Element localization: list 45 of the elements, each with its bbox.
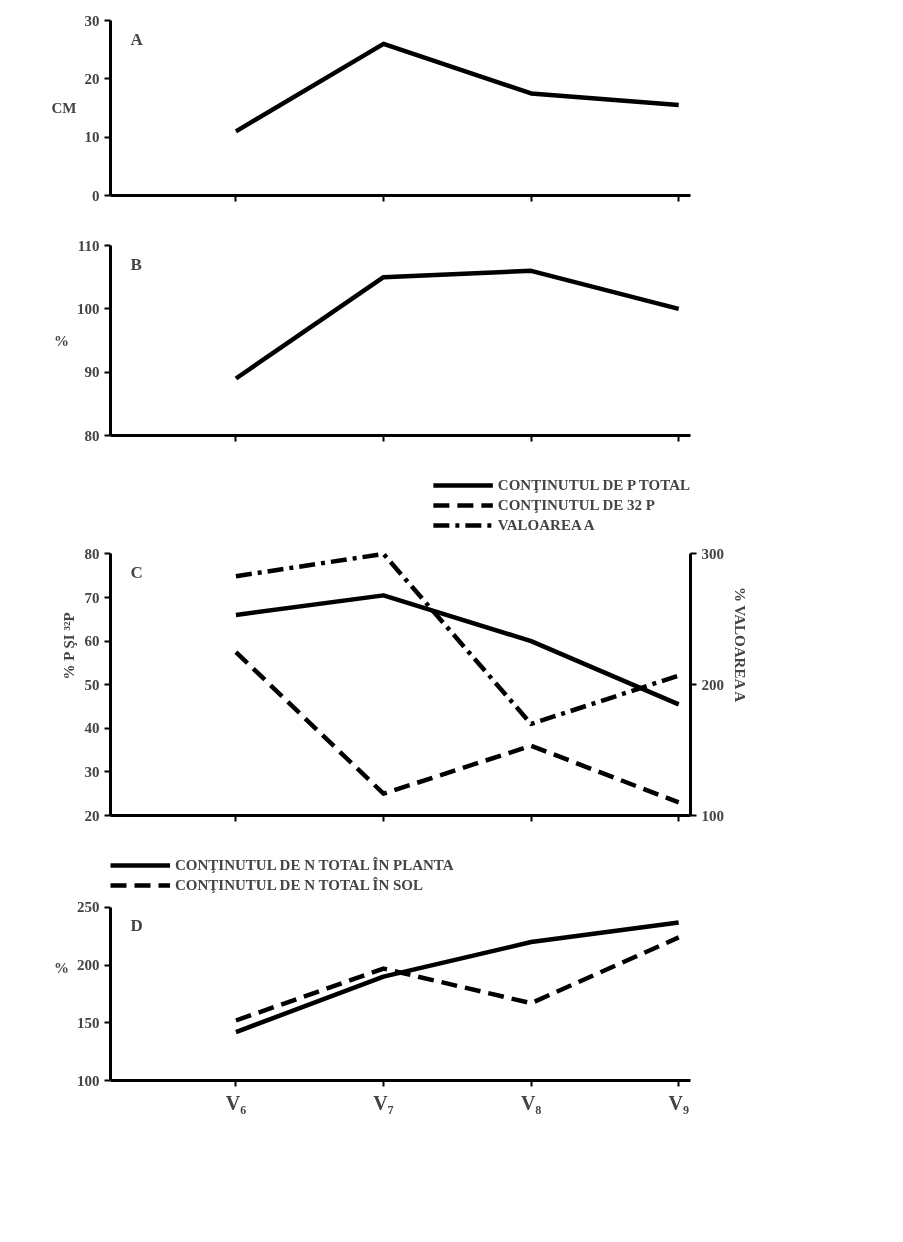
y-tick-label: 250	[77, 899, 100, 916]
legend-label: CONŢINUTUL DE N TOTAL ÎN PLANTA	[175, 856, 454, 874]
y-tick-label: 100	[77, 1072, 100, 1089]
y2-axis-title: % VALOAREA A	[732, 586, 748, 703]
y-tick-label: 40	[84, 720, 100, 737]
text: D	[130, 916, 143, 936]
legend-label: VALOAREA A	[497, 516, 595, 534]
y-tick-label: 90	[84, 364, 100, 381]
line-series	[233, 920, 681, 1035]
legend-label: CONŢINUTUL DE P TOTAL	[497, 476, 690, 494]
y-tick-label: 30	[84, 12, 100, 29]
y-tick-label: 150	[77, 1014, 100, 1031]
y-tick-label: 200	[77, 957, 100, 974]
y-tick-label: 80	[84, 545, 100, 562]
y2-tick-label: 300	[701, 545, 724, 562]
y2-tick-label: 100	[701, 807, 724, 824]
y-tick-label: 60	[84, 633, 100, 650]
x-tick-label: V₉	[668, 1091, 689, 1114]
text: A	[130, 29, 144, 49]
y-tick-label: 20	[84, 70, 100, 87]
line-series	[233, 551, 681, 727]
text: B	[130, 254, 142, 274]
legend-label: CONŢINUTUL DE N TOTAL ÎN SOL	[175, 876, 423, 894]
y-tick-label: 110	[77, 237, 100, 254]
line-series	[233, 268, 681, 381]
y-tick-label: 0	[92, 187, 100, 204]
y-tick-label: 20	[84, 807, 100, 824]
x-tick-label: V₈	[520, 1091, 542, 1114]
y-tick-label: 70	[84, 589, 100, 606]
line-series	[233, 41, 681, 134]
y-axis-title: % P ŞI ³²P	[60, 612, 77, 680]
line-series	[233, 649, 681, 805]
y-axis-title: %	[54, 332, 69, 349]
x-tick-label: V₇	[373, 1091, 394, 1114]
y2-tick-label: 200	[701, 676, 724, 693]
text: C	[130, 562, 143, 582]
y-tick-label: 10	[84, 129, 100, 146]
y-tick-label: 80	[84, 427, 100, 444]
y-axis-title: CM	[51, 100, 77, 116]
x-tick-label: V₆	[225, 1091, 247, 1114]
y-axis-title: %	[54, 960, 69, 976]
y-tick-label: 50	[84, 676, 100, 693]
y-tick-label: 30	[84, 763, 100, 780]
y-tick-label: 100	[77, 300, 100, 317]
legend-label: CONŢINUTUL DE 32 P	[497, 496, 655, 514]
